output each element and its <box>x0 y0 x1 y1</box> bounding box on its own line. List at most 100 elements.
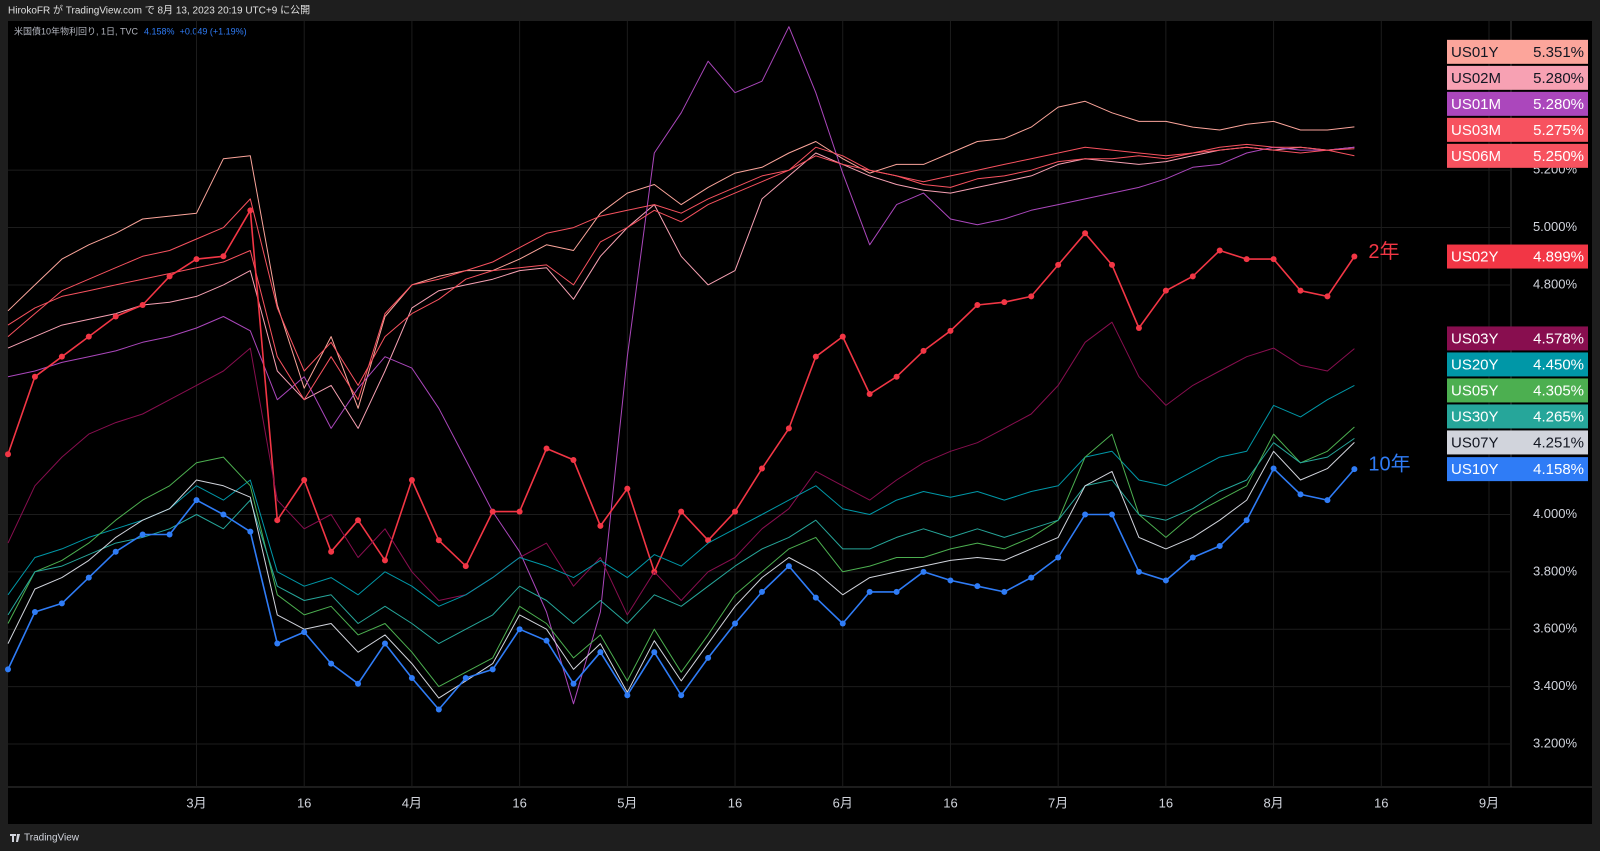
footer: TradingView <box>10 833 80 844</box>
point <box>274 517 281 524</box>
point <box>5 666 11 673</box>
point <box>408 477 415 484</box>
series <box>7 384 1355 607</box>
point <box>31 608 38 615</box>
badge-value: 5.275% <box>1533 122 1584 139</box>
point <box>193 497 200 504</box>
point <box>435 537 442 544</box>
price-badge: US10Y 4.158% <box>1447 457 1588 482</box>
point <box>785 425 792 432</box>
point <box>166 273 173 280</box>
badge-background <box>1447 91 1588 116</box>
point <box>1135 324 1142 331</box>
point <box>1162 577 1169 584</box>
annotation: 10年 <box>1368 452 1410 475</box>
series <box>7 146 1355 386</box>
series-line <box>7 146 1355 429</box>
point <box>1055 261 1062 268</box>
x-tick-label: 16 <box>1159 795 1173 810</box>
series-line <box>7 26 1355 705</box>
badge-background <box>1447 457 1588 482</box>
point <box>166 531 173 538</box>
series-line <box>7 384 1355 607</box>
badge-background <box>1447 352 1588 377</box>
point <box>812 594 819 601</box>
series <box>7 437 1355 645</box>
point <box>193 256 200 263</box>
point <box>247 207 254 214</box>
point <box>1351 466 1358 473</box>
point <box>462 563 469 570</box>
annotation: 2年 <box>1368 240 1399 263</box>
chart-area <box>8 21 1592 824</box>
x-tick-label: 16 <box>728 795 742 810</box>
point <box>58 600 65 607</box>
badge-name: US20Y <box>1451 356 1499 373</box>
point <box>516 626 523 633</box>
x-tick-label: 16 <box>297 795 311 810</box>
point <box>1216 247 1223 254</box>
badge-value: 5.280% <box>1533 70 1584 87</box>
price-badge: US30Y 4.265% <box>1447 404 1588 429</box>
point <box>678 692 685 699</box>
badge-background <box>1447 65 1588 90</box>
price-badge: US01M 5.280% <box>1447 91 1588 116</box>
x-tick-label: 4月 <box>402 795 422 810</box>
point <box>624 485 631 492</box>
badge-value: 4.158% <box>1533 461 1584 478</box>
series-line <box>7 426 1355 688</box>
x-tick-label: 16 <box>1374 795 1388 810</box>
point <box>920 347 927 354</box>
point <box>489 508 496 515</box>
price-badge: US07Y 4.251% <box>1447 430 1588 455</box>
series <box>7 426 1355 688</box>
x-tick-label: 7月 <box>1048 795 1068 810</box>
badge-name: US01Y <box>1451 44 1499 61</box>
point <box>31 373 38 380</box>
badge-value: 4.305% <box>1533 382 1584 399</box>
point <box>1001 299 1008 306</box>
point <box>732 508 739 515</box>
y-tick-label: 3.400% <box>1533 678 1578 693</box>
point <box>1109 511 1116 518</box>
badge-value: 4.578% <box>1533 330 1584 347</box>
point <box>1243 517 1250 524</box>
point <box>516 508 523 515</box>
point <box>893 373 900 380</box>
badge-name: US30Y <box>1451 408 1499 425</box>
price-badge: US05Y 4.305% <box>1447 378 1588 403</box>
point <box>381 640 388 647</box>
series <box>7 100 1355 409</box>
point <box>839 333 846 340</box>
point <box>974 302 981 309</box>
point <box>570 456 577 463</box>
point <box>408 674 415 681</box>
point <box>570 680 577 687</box>
y-tick-label: 3.600% <box>1533 621 1578 636</box>
point <box>651 649 658 656</box>
point <box>5 451 11 458</box>
point <box>732 620 739 627</box>
point <box>1297 491 1304 498</box>
badge-name: US03M <box>1451 122 1501 139</box>
series-line <box>7 437 1355 645</box>
point <box>85 333 92 340</box>
point <box>1109 261 1116 268</box>
point <box>85 574 92 581</box>
badge-background <box>1447 117 1588 142</box>
y-tick-label: 4.800% <box>1533 276 1578 291</box>
point <box>1001 588 1008 595</box>
point <box>1270 256 1277 263</box>
point <box>839 620 846 627</box>
series-line <box>7 442 1355 699</box>
y-tick-label: 4.000% <box>1533 506 1578 521</box>
badge-value: 4.265% <box>1533 408 1584 425</box>
point <box>597 649 604 656</box>
series <box>5 465 1358 713</box>
badge-value: 4.450% <box>1533 356 1584 373</box>
point <box>274 640 281 647</box>
point <box>1243 256 1250 263</box>
point <box>301 629 308 636</box>
y-tick-label: 3.800% <box>1533 563 1578 578</box>
